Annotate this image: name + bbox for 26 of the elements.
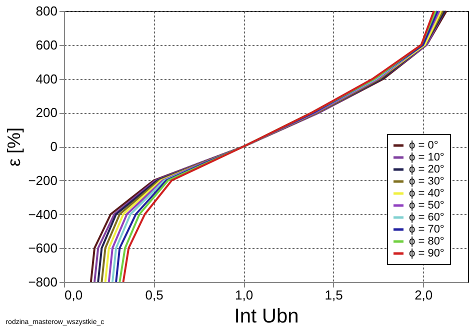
legend-label: ϕ = 70° (409, 224, 444, 236)
legend-label: ϕ = 80° (409, 236, 444, 248)
y-tick-label: −400 (28, 206, 58, 222)
legend-label: ϕ = 10° (409, 152, 444, 164)
y-tick-label: 800 (36, 4, 58, 18)
y-tick-label: 0 (50, 139, 58, 154)
legend-label: ϕ = 60° (409, 212, 444, 224)
y-tick-label: −600 (28, 240, 58, 256)
y-tick-label: 600 (36, 37, 58, 52)
y-tick-label: 200 (36, 105, 58, 120)
legend-label: ϕ = 0° (409, 140, 438, 152)
y-tick-label: −800 (28, 274, 58, 290)
legend-label: ϕ = 30° (409, 176, 444, 188)
y-tick-label: −200 (28, 172, 58, 188)
x-tick-label: 0,5 (145, 288, 164, 302)
x-tick-label: 2,0 (414, 288, 433, 302)
x-tick-label: 0,0 (64, 288, 83, 302)
y-tick-label: 400 (36, 71, 58, 86)
legend-label: ϕ = 50° (409, 200, 444, 212)
x-axis-title: Int Ubn (234, 306, 299, 328)
x-tick-label: 1,5 (324, 288, 343, 302)
legend-label: ϕ = 40° (409, 188, 444, 200)
legend-label: ϕ = 20° (409, 164, 444, 176)
x-tick-label: 1,0 (235, 288, 254, 302)
legend-label: ϕ = 90° (409, 248, 444, 260)
y-axis-title: ε [%] (4, 127, 24, 167)
